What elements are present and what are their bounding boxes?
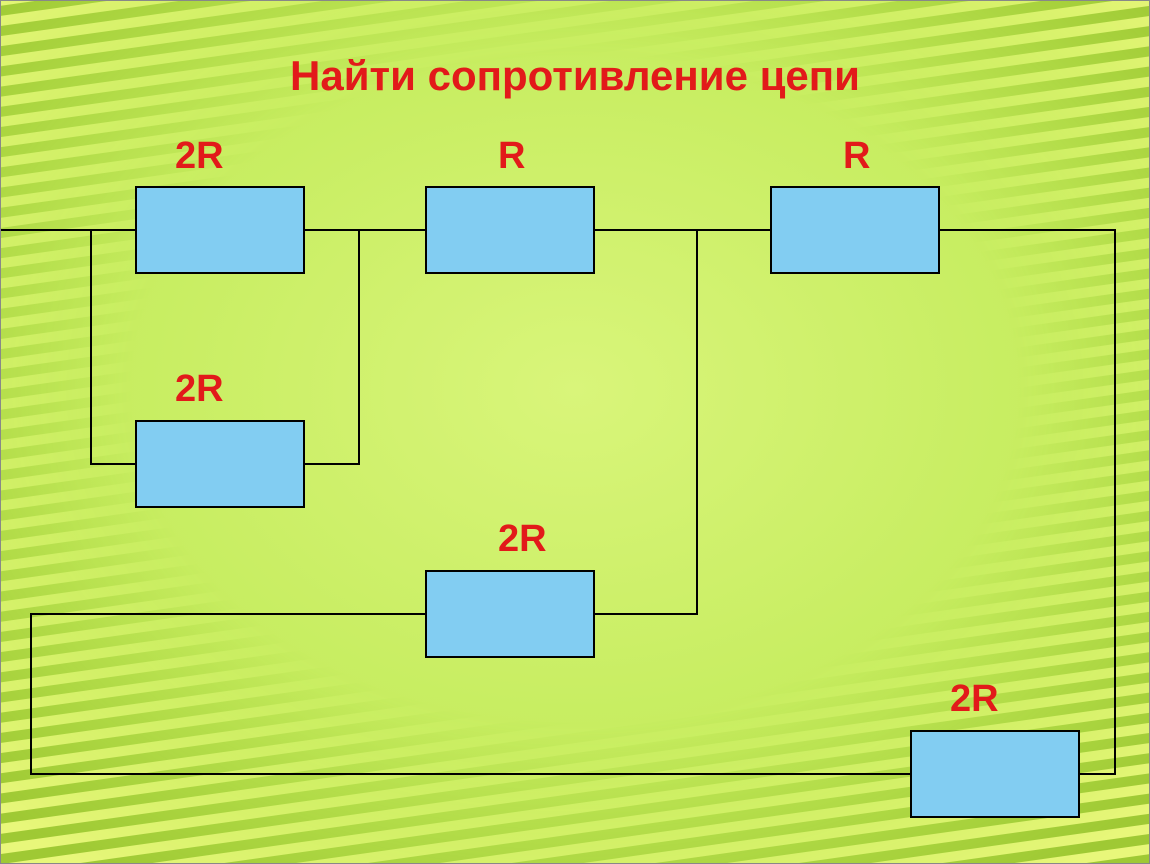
wire: [940, 229, 1116, 231]
resistor-r4: [135, 420, 305, 508]
resistor-label-r3: R: [843, 135, 870, 178]
wire: [90, 229, 92, 465]
diagram-title: Найти сопротивление цепи: [0, 52, 1150, 100]
wire: [1080, 773, 1116, 775]
wire: [30, 773, 910, 775]
wire: [90, 463, 135, 465]
wire: [305, 463, 360, 465]
wire: [30, 613, 32, 775]
wire: [595, 229, 770, 231]
wire: [1114, 229, 1116, 775]
wire: [595, 613, 698, 615]
resistor-r3: [770, 186, 940, 274]
circuit-diagram: Найти сопротивление цепи 2R R R 2R 2R 2R: [0, 0, 1150, 864]
resistor-r6: [910, 730, 1080, 818]
wire: [30, 613, 425, 615]
resistor-label-r4: 2R: [175, 368, 224, 411]
resistor-label-r6: 2R: [950, 678, 999, 721]
wire: [696, 229, 698, 615]
wire: [305, 229, 425, 231]
resistor-label-r5: 2R: [498, 518, 547, 561]
wire: [358, 229, 360, 465]
resistor-r5: [425, 570, 595, 658]
resistor-r2: [425, 186, 595, 274]
resistor-label-r2: R: [498, 135, 525, 178]
wire: [0, 229, 135, 231]
resistor-r1: [135, 186, 305, 274]
resistor-label-r1: 2R: [175, 135, 224, 178]
